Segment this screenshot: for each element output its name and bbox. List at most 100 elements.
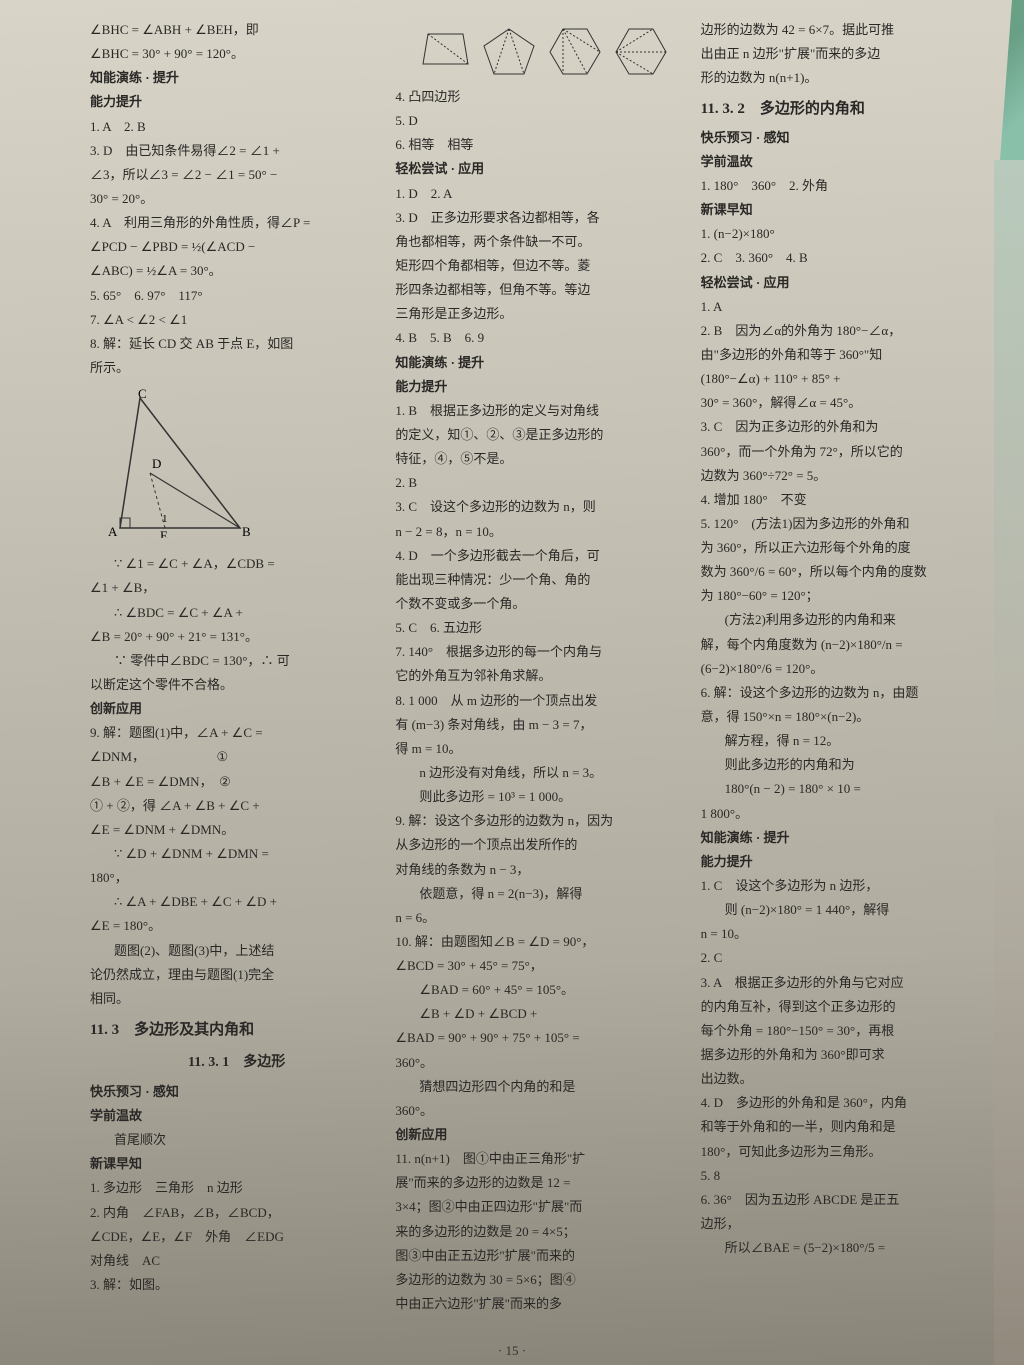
- text-line: 所以∠BAE = (5−2)×180°/5 =: [701, 1238, 994, 1258]
- text-line: 360°，而一个外角为 72°，所以它的: [701, 442, 994, 462]
- text-line: 数为 360°/6 = 60°，所以每个内角的度数: [701, 562, 994, 582]
- text-line: ∠BHC = 30° + 90° = 120°。: [90, 44, 383, 64]
- text-line: 则此多边形的内角和为: [701, 755, 994, 775]
- text-line: 5. C 6. 五边形: [395, 618, 688, 638]
- section-title: 11. 3 多边形及其内角和: [90, 1019, 383, 1042]
- heading: 能力提升: [90, 92, 383, 112]
- text-line: ∠1 + ∠B，: [90, 578, 383, 598]
- text-line: 和等于外角和的一半，则内角和是: [701, 1117, 994, 1137]
- text-line: 8. 1 000 从 m 边形的一个顶点出发: [395, 691, 688, 711]
- text-line: ∠BHC = ∠ABH + ∠BEH，即: [90, 20, 383, 40]
- text-line: ∠BAD = 60° + 45° = 105°。: [395, 980, 688, 1000]
- text-line: 的定义，知①、②、③是正多边形的: [395, 425, 688, 445]
- heading: 知能演练 · 提升: [90, 68, 383, 88]
- text-line: 有 (m−3) 条对角线，由 m − 3 = 7，: [395, 715, 688, 735]
- text-line: 4. 凸四边形: [395, 87, 688, 107]
- text-line: 从多边形的一个顶点出发所作的: [395, 835, 688, 855]
- text-line: 形的边数为 n(n+1)。: [701, 68, 994, 88]
- text-line: 3. 解：如图。: [90, 1275, 383, 1295]
- text-line: ∵ ∠D + ∠DNM + ∠DMN =: [90, 844, 383, 864]
- svg-text:1: 1: [162, 513, 168, 525]
- text-line: ∵ 零件中∠BDC = 130°，∴ 可: [90, 651, 383, 671]
- text-line: 对角线的条数为 n − 3，: [395, 860, 688, 880]
- text-line: 5. 120° (方法1)因为多边形的外角和: [701, 514, 994, 534]
- text-line: 得 m = 10。: [395, 739, 688, 759]
- text-line: ∠BAD = 90° + 90° + 75° + 105° =: [395, 1028, 688, 1048]
- text-line: 11. n(n+1) 图①中由正三角形"扩: [395, 1149, 688, 1169]
- text-line: 角也都相等，两个条件缺一不可。: [395, 232, 688, 252]
- text-line: ∠PCD − ∠PBD = ½(∠ACD −: [90, 237, 383, 257]
- column-1: ∠BHC = ∠ABH + ∠BEH，即 ∠BHC = 30° + 90° = …: [90, 20, 383, 1355]
- heading: 创新应用: [90, 699, 383, 719]
- text-line: 9. 解：题图(1)中，∠A + ∠C =: [90, 723, 383, 743]
- text-line: 5. D: [395, 111, 688, 131]
- page-content: ∠BHC = ∠ABH + ∠BEH，即 ∠BHC = 30° + 90° = …: [40, 0, 1024, 1365]
- text-line: 多边形的边数为 30 = 5×6；图④: [395, 1270, 688, 1290]
- text-line: 来的多边形的边数是 20 = 4×5；: [395, 1222, 688, 1242]
- text-line: 边形，: [701, 1214, 994, 1234]
- text-line: 3. D 正多边形要求各边都相等，各: [395, 208, 688, 228]
- text-line: 2. 内角 ∠FAB，∠B，∠BCD，: [90, 1203, 383, 1223]
- text-line: 三角形是正多边形。: [395, 304, 688, 324]
- text-line: 8. 解：延长 CD 交 AB 于点 E，如图: [90, 334, 383, 354]
- text-line: 解方程，得 n = 12。: [701, 731, 994, 751]
- text-line: 180°，: [90, 868, 383, 888]
- text-line: 4. D 多边形的外角和是 360°，内角: [701, 1093, 994, 1113]
- text-line: 形四条边都相等，但角不等。等边: [395, 280, 688, 300]
- heading: 知能演练 · 提升: [395, 353, 688, 373]
- text-line: (方法2)利用多边形的内角和来: [701, 610, 994, 630]
- text-line: 为 360°，所以正六边形每个外角的度: [701, 538, 994, 558]
- text-line: ∠B = 20° + 90° + 21° = 131°。: [90, 627, 383, 647]
- text-line: ∴ ∠BDC = ∠C + ∠A +: [90, 603, 383, 623]
- text-line: (180°−∠α) + 110° + 85° +: [701, 369, 994, 389]
- text-line: 1. C 设这个多边形为 n 边形，: [701, 876, 994, 896]
- text-line: 由"多边形的外角和等于 360°"知: [701, 345, 994, 365]
- heading: 新课早知: [90, 1154, 383, 1174]
- text-line: 360°。: [395, 1101, 688, 1121]
- text-line: 3. D 由已知条件易得∠2 = ∠1 +: [90, 141, 383, 161]
- text-line: 4. A 利用三角形的外角性质，得∠P =: [90, 213, 383, 233]
- text-line: ∠ABC) = ½∠A = 30°。: [90, 261, 383, 281]
- text-line: 它的外角互为邻补角求解。: [395, 666, 688, 686]
- text-line: 图③中由正五边形"扩展"而来的: [395, 1246, 688, 1266]
- text-line: 30° = 20°。: [90, 189, 383, 209]
- text-line: 4. 增加 180° 不变: [701, 490, 994, 510]
- text-line: 7. ∠A < ∠2 < ∠1: [90, 310, 383, 330]
- text-line: ∠E = 180°。: [90, 916, 383, 936]
- text-line: 180°，可知此多边形为三角形。: [701, 1142, 994, 1162]
- text-line: ∴ ∠A + ∠DBE + ∠C + ∠D +: [90, 892, 383, 912]
- text-line: 所示。: [90, 358, 383, 378]
- column-3: 边形的边数为 42 = 6×7。据此可推 出由正 n 边形"扩展"而来的多边 形…: [701, 20, 994, 1355]
- text-line: n = 10。: [701, 924, 994, 944]
- text-line: 5. 8: [701, 1166, 994, 1186]
- text-line: n 边形没有对角线，所以 n = 3。: [395, 763, 688, 783]
- vertex-d: D: [152, 456, 161, 471]
- text-line: 出边数。: [701, 1069, 994, 1089]
- text-line: 每个外角 = 180°−150° = 30°，再根: [701, 1021, 994, 1041]
- vertex-e: E: [160, 528, 168, 538]
- text-line: 3. C 因为正多边形的外角和为: [701, 417, 994, 437]
- text-line: 3. A 根据正多边形的外角与它对应: [701, 973, 994, 993]
- text-line: ∠BCD = 30° + 45° = 75°，: [395, 956, 688, 976]
- text-line: 特征，④，⑤不是。: [395, 449, 688, 469]
- page-number: · 15 ·: [0, 1343, 1024, 1359]
- text-line: 5. 65° 6. 97° 117°: [90, 286, 383, 306]
- vertex-a: A: [108, 524, 118, 538]
- text-line: 展"而来的多边形的边数是 12 =: [395, 1173, 688, 1193]
- text-line: ∠E = ∠DNM + ∠DMN。: [90, 820, 383, 840]
- text-line: 边数为 360°÷72° = 5。: [701, 466, 994, 486]
- subsection-title: 11. 3. 1 多边形: [90, 1052, 383, 1074]
- text-line: 则 (n−2)×180° = 1 440°，解得: [701, 900, 994, 920]
- text-line: 1. A 2. B: [90, 117, 383, 137]
- text-line: ① + ②，得 ∠A + ∠B + ∠C +: [90, 796, 383, 816]
- text-line: ∠DNM， ①: [90, 747, 383, 767]
- text-line: n = 6。: [395, 908, 688, 928]
- text-line: 7. 140° 根据多边形的每一个内角与: [395, 642, 688, 662]
- text-line: 4. D 一个多边形截去一个角后，可: [395, 546, 688, 566]
- text-line: ∠B + ∠E = ∠DMN， ②: [90, 772, 383, 792]
- text-line: 2. B: [395, 473, 688, 493]
- text-line: 的内角互补，得到这个正多边形的: [701, 997, 994, 1017]
- text-line: 依题意，得 n = 2(n−3)，解得: [395, 884, 688, 904]
- heading: 创新应用: [395, 1125, 688, 1145]
- text-line: 1. (n−2)×180°: [701, 224, 994, 244]
